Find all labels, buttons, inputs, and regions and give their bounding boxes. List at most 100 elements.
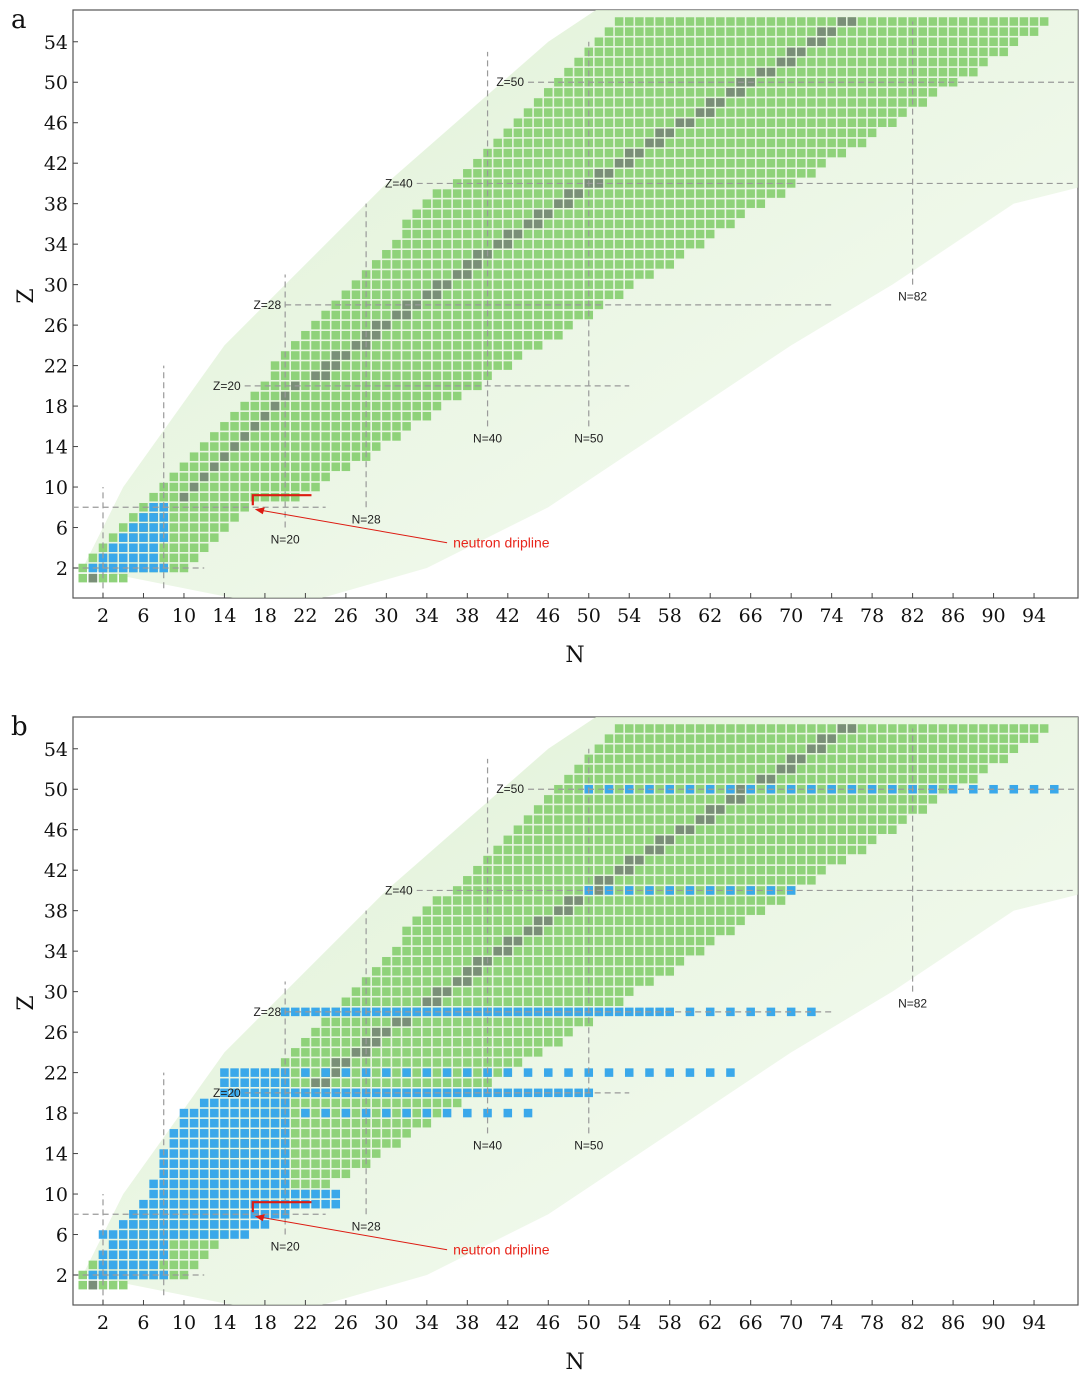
x-tick-label: 50 bbox=[577, 605, 601, 627]
nucleus-cell bbox=[746, 17, 755, 26]
nucleus-cell bbox=[868, 755, 877, 764]
nucleus-cell bbox=[220, 473, 229, 482]
nucleus-cell bbox=[615, 987, 624, 996]
nucleus-cell bbox=[554, 967, 563, 976]
nucleus-cell bbox=[969, 17, 978, 26]
nucleus-cell bbox=[595, 957, 604, 966]
nucleus-cell bbox=[716, 745, 725, 754]
nucleus-cell bbox=[504, 159, 513, 168]
calculated-cell bbox=[170, 1139, 179, 1148]
calculated-cell bbox=[251, 1159, 260, 1168]
nucleus-cell bbox=[665, 967, 674, 976]
nucleus-cell bbox=[412, 1109, 421, 1118]
nucleus-cell bbox=[736, 906, 745, 915]
nucleus-cell bbox=[493, 210, 502, 219]
nucleus-cell bbox=[655, 199, 664, 208]
nucleus-cell bbox=[534, 291, 543, 300]
nucleus-cell bbox=[838, 734, 847, 743]
nucleus-cell bbox=[412, 230, 421, 239]
nucleus-cell bbox=[797, 866, 806, 875]
nucleus-cell bbox=[473, 1048, 482, 1057]
nucleus-cell bbox=[423, 1048, 432, 1057]
nucleus-cell bbox=[807, 68, 816, 77]
nucleus-cell bbox=[321, 452, 330, 461]
stable-nucleus-cell bbox=[514, 937, 523, 946]
nucleus-cell bbox=[443, 291, 452, 300]
nucleus-cell bbox=[939, 755, 948, 764]
nucleus-cell bbox=[321, 442, 330, 451]
calculated-cell bbox=[291, 1190, 300, 1199]
calculated-cell bbox=[139, 513, 148, 522]
nucleus-cell bbox=[817, 149, 826, 158]
nucleus-cell bbox=[524, 108, 533, 117]
nucleus-cell bbox=[473, 876, 482, 885]
nucleus-cell bbox=[332, 442, 341, 451]
nucleus-cell bbox=[240, 452, 249, 461]
nucleus-cell bbox=[655, 724, 664, 733]
stable-nucleus-cell bbox=[524, 927, 533, 936]
nucleus-cell bbox=[848, 775, 857, 784]
nucleus-cell bbox=[301, 331, 310, 340]
nucleus-cell bbox=[332, 1149, 341, 1158]
nucleus-cell bbox=[544, 876, 553, 885]
nucleus-cell bbox=[433, 311, 442, 320]
nucleus-cell bbox=[402, 270, 411, 279]
nucleus-cell bbox=[595, 917, 604, 926]
nucleus-cell bbox=[706, 775, 715, 784]
nucleus-cell bbox=[949, 724, 958, 733]
nucleus-cell bbox=[817, 836, 826, 845]
calculated-cell bbox=[139, 554, 148, 563]
nucleus-cell bbox=[736, 129, 745, 138]
nucleus-cell bbox=[767, 724, 776, 733]
nucleus-cell bbox=[453, 210, 462, 219]
nucleus-cell bbox=[989, 38, 998, 47]
nucleus-cell bbox=[352, 361, 361, 370]
nucleus-cell bbox=[716, 48, 725, 57]
nucleus-cell bbox=[433, 199, 442, 208]
nucleus-cell bbox=[706, 149, 715, 158]
nucleus-cell bbox=[321, 1180, 330, 1189]
calculated-cell bbox=[301, 1190, 310, 1199]
nucleus-cell bbox=[342, 463, 351, 472]
nucleus-cell bbox=[767, 846, 776, 855]
nucleus-cell bbox=[888, 118, 897, 127]
nucleus-cell bbox=[190, 533, 199, 542]
nucleus-cell bbox=[554, 856, 563, 865]
stable-nucleus-cell bbox=[838, 724, 847, 733]
nucleus-cell bbox=[392, 998, 401, 1007]
nucleus-cell bbox=[210, 493, 219, 502]
nucleus-cell bbox=[767, 189, 776, 198]
nucleus-cell bbox=[493, 321, 502, 330]
nucleus-cell bbox=[655, 118, 664, 127]
nucleus-cell bbox=[797, 765, 806, 774]
nucleus-cell bbox=[635, 977, 644, 986]
nucleus-cell bbox=[524, 270, 533, 279]
nucleus-cell bbox=[787, 876, 796, 885]
nucleus-cell bbox=[868, 836, 877, 845]
nucleus-cell bbox=[686, 199, 695, 208]
nucleus-cell bbox=[807, 825, 816, 834]
nucleus-cell bbox=[564, 260, 573, 269]
nucleus-cell bbox=[777, 159, 786, 168]
nucleus-cell bbox=[342, 371, 351, 380]
nucleus-cell bbox=[625, 240, 634, 249]
nucleus-cell bbox=[271, 392, 280, 401]
stable-nucleus-cell bbox=[726, 795, 735, 804]
nucleus-cell bbox=[200, 483, 209, 492]
nucleus-cell bbox=[311, 452, 320, 461]
nucleus-cell bbox=[878, 755, 887, 764]
nucleus-cell bbox=[574, 149, 583, 158]
nucleus-cell bbox=[524, 118, 533, 127]
nucleus-cell bbox=[595, 896, 604, 905]
nucleus-cell bbox=[686, 836, 695, 845]
nucleus-cell bbox=[342, 412, 351, 421]
nucleus-cell bbox=[595, 815, 604, 824]
x-tick-label: 78 bbox=[860, 605, 884, 627]
nucleus-cell bbox=[655, 27, 664, 36]
nucleus-cell bbox=[777, 48, 786, 57]
nucleus-cell bbox=[605, 917, 614, 926]
stable-nucleus-cell bbox=[807, 38, 816, 47]
nucleus-cell bbox=[332, 1170, 341, 1179]
nucleus-cell bbox=[716, 88, 725, 97]
stable-nucleus-cell bbox=[504, 937, 513, 946]
